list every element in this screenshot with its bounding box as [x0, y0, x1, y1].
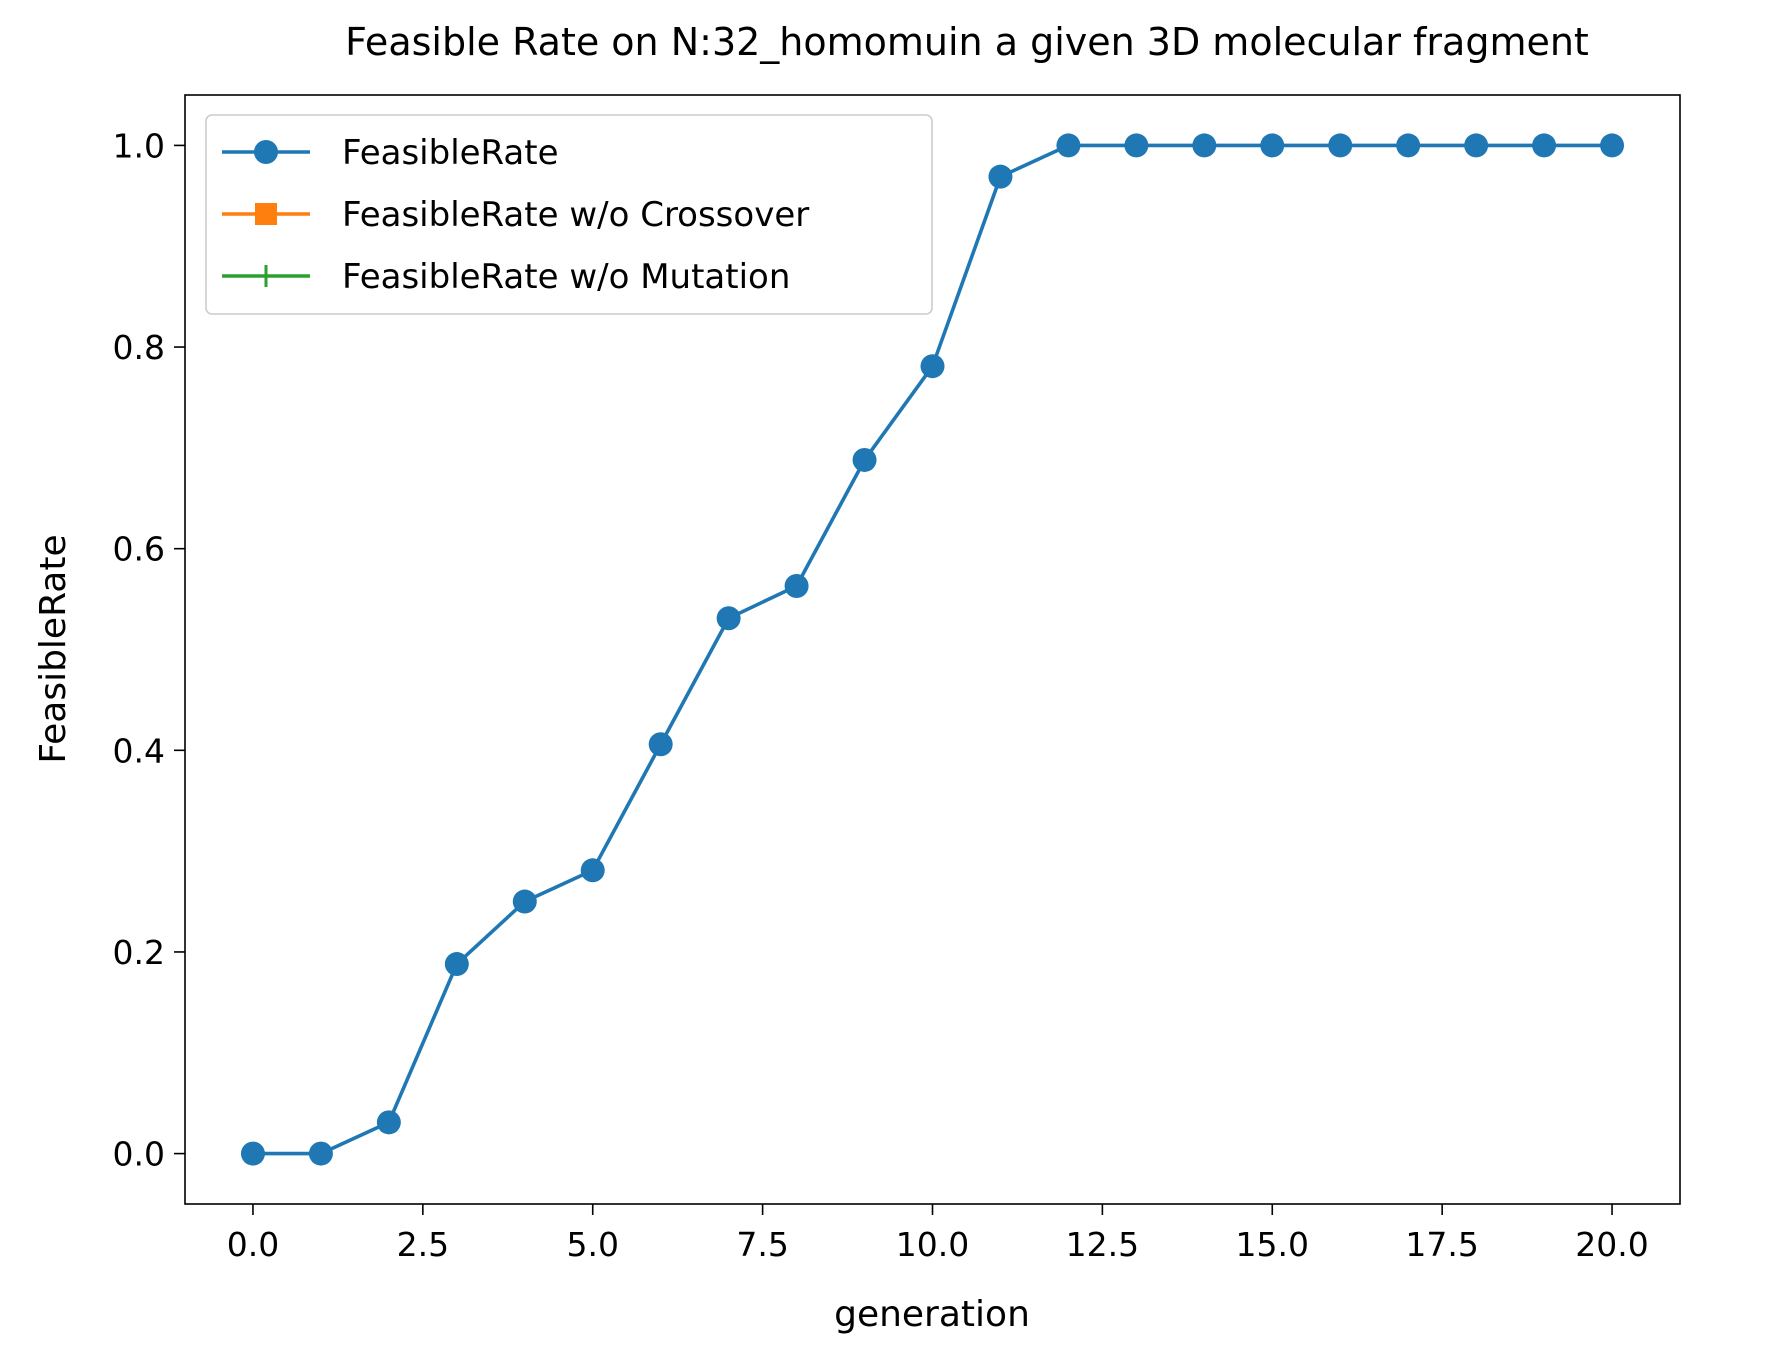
x-tick-label: 0.0	[227, 1225, 279, 1264]
y-tick-label: 0.4	[113, 731, 165, 770]
x-tick-label: 2.5	[397, 1225, 449, 1264]
legend-marker	[255, 203, 277, 225]
legend-marker	[254, 140, 278, 164]
data-point	[1396, 133, 1421, 158]
data-point	[1192, 133, 1217, 158]
data-point	[308, 1141, 333, 1166]
data-point	[852, 447, 877, 472]
x-axis-label: generation	[834, 1294, 1030, 1335]
legend-entry: FeasibleRate w/o Mutation	[222, 257, 790, 297]
x-tick-label: 5.0	[566, 1225, 618, 1264]
data-point	[444, 952, 469, 977]
data-point	[512, 889, 537, 914]
data-point	[376, 1110, 401, 1135]
data-point	[1600, 133, 1625, 158]
legend-entry: FeasibleRate	[222, 133, 559, 173]
data-point	[580, 858, 605, 883]
legend-frame	[205, 114, 933, 315]
y-axis: 0.0 0.2 0.4 0.6 0.8 1.0	[113, 126, 185, 1174]
data-point	[648, 732, 673, 757]
legend-label: FeasibleRate w/o Crossover	[342, 195, 809, 235]
legend-entry: FeasibleRate w/o Crossover	[222, 195, 809, 235]
data-point	[1464, 133, 1489, 158]
data-point	[988, 164, 1013, 189]
x-tick-label: 7.5	[736, 1225, 788, 1264]
y-tick-label: 1.0	[113, 126, 165, 165]
data-point	[1124, 133, 1149, 158]
legend: FeasibleRate FeasibleRate w/o Crossover Fe…	[205, 114, 933, 315]
data-point	[1260, 133, 1285, 158]
legend-entries: FeasibleRate FeasibleRate w/o Crossover Fe…	[222, 133, 809, 297]
data-point	[240, 1141, 265, 1166]
x-tick-label: 12.5	[1066, 1225, 1139, 1264]
y-tick-label: 0.0	[113, 1135, 165, 1174]
data-point	[784, 573, 809, 598]
series-layer	[240, 133, 1625, 1166]
data-point	[920, 354, 945, 379]
y-axis-label: FeasibleRate	[33, 534, 74, 763]
y-tick-label: 0.2	[113, 933, 165, 972]
x-tick-label: 15.0	[1236, 1225, 1309, 1264]
x-tick-label: 10.0	[896, 1225, 969, 1264]
data-point	[1056, 133, 1081, 158]
data-point	[716, 606, 741, 631]
data-point	[1532, 133, 1557, 158]
legend-label: FeasibleRate	[342, 133, 559, 173]
y-tick-label: 0.6	[113, 530, 165, 569]
x-axis: 0.0 2.5 5.0 7.5 10.0 12.5 15.0 17.5 20.0	[227, 1204, 1649, 1264]
y-tick-label: 0.8	[113, 328, 165, 367]
x-tick-label: 17.5	[1405, 1225, 1478, 1264]
legend-label: FeasibleRate w/o Mutation	[342, 257, 790, 297]
x-tick-label: 20.0	[1575, 1225, 1648, 1264]
chart-title: Feasible Rate on N:32_homomuin a given 3…	[345, 20, 1589, 64]
data-point	[1328, 133, 1353, 158]
